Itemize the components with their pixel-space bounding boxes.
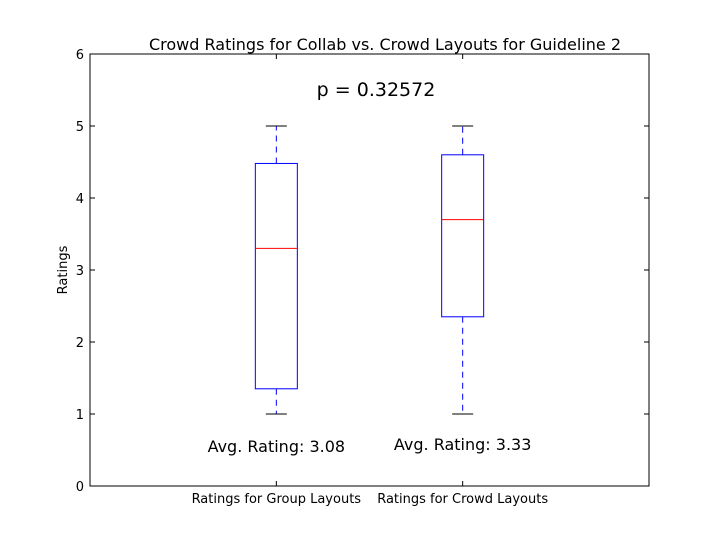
y-tick-label-1: 1 (76, 408, 84, 423)
plot-frame (89, 53, 650, 487)
y-tick-label-0: 0 (76, 480, 84, 495)
y-tick-label-5: 5 (76, 120, 84, 135)
x-tick-label-1: Ratings for Crowd Layouts (377, 492, 548, 507)
y-axis-label: Ratings (56, 245, 71, 294)
x-tick-label-0: Ratings for Group Layouts (192, 492, 362, 507)
box-1 (441, 125, 485, 415)
y-tick-label-2: 2 (76, 336, 84, 351)
y-tick-label-3: 3 (76, 264, 84, 279)
iqr-box-1 (441, 154, 485, 318)
y-tick-label-4: 4 (76, 192, 84, 207)
p-value-annotation: p = 0.32572 (317, 79, 436, 101)
avg-rating-label-1: Avg. Rating: 3.33 (394, 435, 532, 454)
iqr-box-0 (254, 162, 298, 390)
box-0 (254, 125, 298, 415)
chart-title: Crowd Ratings for Collab vs. Crowd Layou… (149, 35, 621, 54)
y-tick-label-6: 6 (76, 48, 84, 63)
avg-rating-label-0: Avg. Rating: 3.08 (208, 437, 346, 456)
